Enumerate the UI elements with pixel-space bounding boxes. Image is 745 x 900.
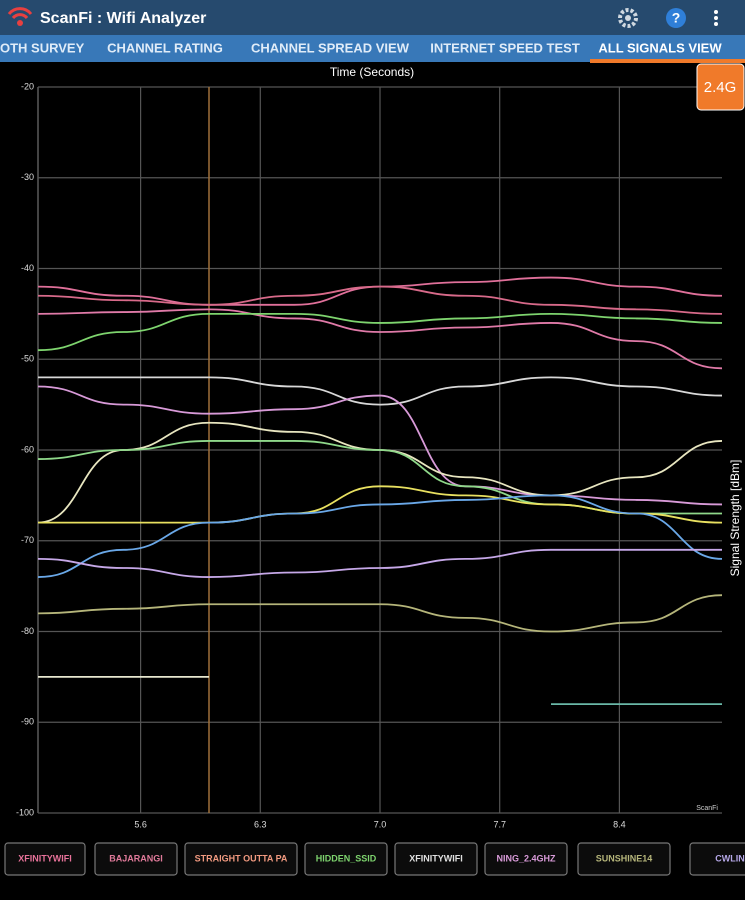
y-axis-title: Signal Strength [dBm]	[728, 460, 742, 577]
band-button[interactable]	[696, 63, 745, 111]
legend-button[interactable]	[394, 842, 478, 876]
y-tick-label: -50	[21, 354, 34, 364]
legend-label[interactable]: XFINITYWIFI	[409, 853, 463, 863]
legend-label[interactable]: STRAIGHT OUTTA PA	[195, 853, 288, 863]
legend-button[interactable]	[94, 842, 178, 876]
tab[interactable]: CHANNEL RATING	[107, 40, 223, 55]
x-tick-label: 7.0	[374, 819, 387, 829]
y-tick-label: -30	[21, 172, 34, 182]
signal-line	[37, 308, 723, 370]
x-tick-label: 8.4	[613, 819, 626, 829]
legend-label[interactable]: SUNSHINE14	[596, 853, 653, 863]
tab-bar	[0, 35, 745, 62]
signal-line	[37, 494, 723, 578]
signal-line	[37, 312, 723, 352]
menu-icon[interactable]	[714, 10, 718, 26]
legend-button[interactable]	[184, 842, 298, 876]
help-icon[interactable]: ?	[666, 8, 686, 28]
legend-label[interactable]: NING_2.4GHZ	[496, 853, 556, 863]
x-tick-label: 5.6	[134, 819, 147, 829]
legend-button[interactable]	[577, 842, 671, 876]
y-tick-label: -40	[21, 263, 34, 273]
signal-line	[37, 548, 722, 578]
legend-button[interactable]	[689, 842, 745, 876]
signal-line	[37, 594, 723, 633]
x-tick-label: 6.3	[254, 819, 267, 829]
legend-button[interactable]	[304, 842, 388, 876]
legend-button[interactable]	[4, 842, 86, 876]
x-axis-title: Time (Seconds)	[330, 65, 414, 79]
signal-line	[37, 285, 723, 315]
y-tick-label: -60	[21, 444, 34, 454]
legend-button[interactable]	[484, 842, 568, 876]
settings-icon[interactable]	[618, 8, 638, 28]
y-tick-label: -100	[16, 807, 34, 817]
y-tick-label: -80	[21, 626, 34, 636]
app-title: ScanFi : Wifi Analyzer	[40, 10, 206, 27]
signal-line	[38, 485, 723, 524]
legend-label[interactable]: XFINITYWIFI	[18, 853, 72, 863]
signal-line	[37, 385, 723, 506]
y-tick-label: -20	[21, 81, 34, 91]
band-button-label[interactable]: 2.4G	[704, 79, 737, 96]
legend-label[interactable]: HIDDEN_SSID	[316, 853, 377, 863]
tab[interactable]: CHANNEL SPREAD VIEW	[251, 40, 410, 55]
tab[interactable]: OTH SURVEY	[0, 40, 85, 55]
y-tick-label: -70	[21, 535, 34, 545]
legend-label[interactable]: CWLIN	[715, 853, 745, 863]
tab[interactable]: INTERNET SPEED TEST	[430, 40, 580, 55]
x-tick-label: 7.7	[493, 819, 506, 829]
watermark: ScanFi	[696, 805, 718, 812]
y-tick-label: -90	[21, 717, 34, 727]
legend-label[interactable]: BAJARANGI	[109, 853, 163, 863]
help-glyph[interactable]: ?	[672, 10, 681, 26]
tab[interactable]: ALL SIGNALS VIEW	[598, 40, 722, 55]
wifi-logo	[7, 7, 33, 26]
signal-line	[38, 376, 723, 406]
tab-indicator	[590, 59, 745, 63]
